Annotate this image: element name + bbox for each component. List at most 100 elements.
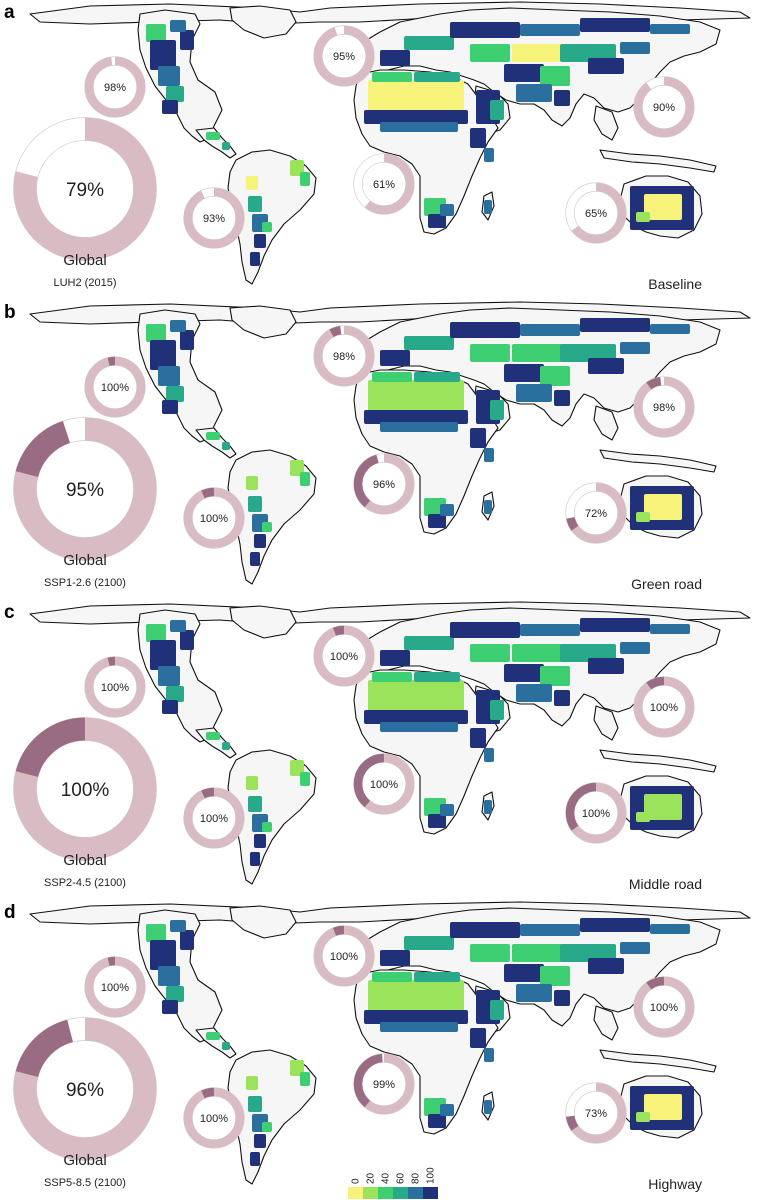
habitat-patch xyxy=(150,640,176,670)
habitat-patch xyxy=(512,44,562,62)
donut-global-light-segment xyxy=(13,117,157,261)
habitat-patch xyxy=(516,84,552,102)
habitat-patch xyxy=(470,728,486,748)
habitat-patch xyxy=(246,476,258,490)
donut-europe-outline-inner xyxy=(321,633,367,679)
habitat-patch xyxy=(428,514,446,528)
donut-europe-light-segment xyxy=(313,625,375,687)
habitat-patch xyxy=(484,1048,494,1062)
habitat-patch xyxy=(166,686,184,702)
habitat-patch xyxy=(540,66,570,86)
habitat-patch xyxy=(368,380,464,414)
donut-asia-label: 100% xyxy=(650,1002,678,1014)
habitat-patch xyxy=(554,90,570,106)
habitat-patch xyxy=(520,324,580,336)
habitat-patch xyxy=(290,160,304,176)
habitat-patch xyxy=(364,1010,468,1024)
habitat-patch xyxy=(248,1096,262,1112)
donut-south-america-light-segment xyxy=(183,1087,245,1149)
landmass-greenland xyxy=(229,305,297,339)
donut-africa: 99% xyxy=(353,1053,415,1115)
donut-africa-outline-inner xyxy=(361,1061,407,1107)
landmass-arctic xyxy=(29,1,751,25)
habitat-patch xyxy=(254,1134,266,1148)
donut-south-america-dark-segment xyxy=(201,787,215,799)
habitat-patch xyxy=(644,494,682,520)
donut-africa-light-segment xyxy=(364,153,415,215)
habitat-patch xyxy=(206,732,220,740)
habitat-patch xyxy=(554,990,570,1006)
habitat-patch xyxy=(262,522,272,532)
donut-oceania: 100% xyxy=(565,782,627,844)
donut-europe: 95% xyxy=(313,25,375,87)
donut-asia-light-segment xyxy=(633,676,695,738)
donut-oceania-light-segment xyxy=(571,782,627,844)
donut-asia-dark-segment xyxy=(646,376,662,390)
habitat-patch xyxy=(150,340,176,370)
donut-asia-light-segment xyxy=(633,76,695,138)
habitat-patch xyxy=(580,318,650,332)
habitat-patch xyxy=(512,644,562,662)
habitat-patch xyxy=(372,72,412,82)
panel-a: a 98% 93% 95% 61% 90% 65% 79% Global LUH2 (2015) B… xyxy=(4,1,751,292)
donut-south-america-dark-segment xyxy=(201,1087,215,1099)
donut-global: 96% xyxy=(13,1017,157,1161)
panel-d: d 100% 100% 100% 99% 100% 73% 96% Global SSP5-8.5… xyxy=(4,901,751,1192)
legend-swatch xyxy=(408,1187,423,1199)
donut-oceania-dark-segment xyxy=(566,516,579,531)
habitat-patch xyxy=(372,972,412,982)
habitat-patch xyxy=(504,964,544,982)
habitat-layer xyxy=(146,318,694,566)
landmass-greenland xyxy=(229,605,297,639)
donut-europe-dark-segment xyxy=(329,325,342,338)
habitat-patch xyxy=(414,972,460,982)
habitat-patch xyxy=(404,936,454,950)
habitat-patch xyxy=(636,1112,650,1122)
donut-asia: 100% xyxy=(633,976,695,1038)
donut-asia-light-segment xyxy=(633,976,695,1038)
donut-africa-outline-inner xyxy=(361,761,407,807)
habitat-patch xyxy=(516,384,552,402)
donut-oceania-label: 65% xyxy=(585,208,607,220)
habitat-patch xyxy=(170,620,186,632)
habitat-patch xyxy=(484,500,492,514)
landmass-seAsia xyxy=(593,105,619,141)
legend-swatch xyxy=(378,1187,393,1199)
habitat-patch xyxy=(162,400,178,414)
habitat-patch xyxy=(470,128,486,148)
donut-africa-label: 100% xyxy=(370,779,398,791)
donut-north-america-outline-inner xyxy=(92,664,138,710)
habitat-patch xyxy=(158,966,180,986)
habitat-patch xyxy=(588,658,624,674)
donut-oceania-dark-segment xyxy=(565,782,597,831)
habitat-patch xyxy=(206,132,220,140)
donut-south-america-light-segment xyxy=(183,787,245,849)
habitat-layer xyxy=(146,618,694,866)
global-title: Global xyxy=(63,852,106,869)
habitat-patch xyxy=(368,980,464,1014)
donut-south-america: 100% xyxy=(183,487,245,549)
habitat-patch xyxy=(146,324,166,342)
donut-north-america-outline-inner xyxy=(92,64,138,110)
landmass-seAsia xyxy=(593,1005,619,1041)
habitat-patch xyxy=(588,358,624,374)
habitat-patch xyxy=(644,194,682,220)
global-title: Global xyxy=(63,1152,106,1169)
habitat-patch xyxy=(206,1032,220,1040)
donut-asia-light-segment xyxy=(633,376,695,438)
panel-letter: a xyxy=(4,2,15,23)
donut-global-dark-segment xyxy=(15,717,86,778)
scenario-name: Middle road xyxy=(629,876,702,892)
donut-africa-dark-segment xyxy=(353,1053,383,1108)
donut-africa-outline-inner xyxy=(361,161,407,207)
donut-oceania-light-segment xyxy=(571,482,627,544)
donut-europe-outline-inner xyxy=(321,333,367,379)
habitat-patch xyxy=(222,442,230,450)
donut-europe-label: 100% xyxy=(330,651,358,663)
habitat-patch xyxy=(250,552,260,566)
world-map xyxy=(29,1,751,285)
habitat-patch xyxy=(554,690,570,706)
habitat-patch xyxy=(450,922,520,938)
habitat-patch xyxy=(262,1122,272,1132)
habitat-patch xyxy=(380,722,458,732)
